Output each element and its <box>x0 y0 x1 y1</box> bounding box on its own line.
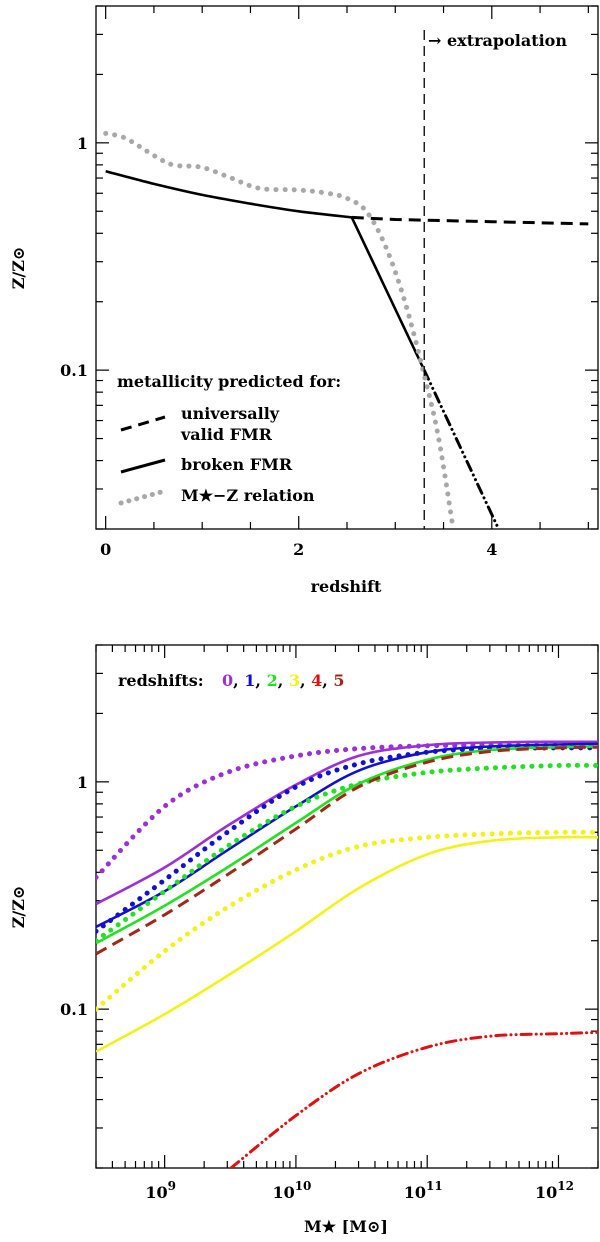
series-z-2-solid <box>96 745 598 945</box>
x-tick-label: 4 <box>486 540 497 559</box>
legend: redshifts: 0, 1, 2, 3, 4, 5 <box>118 671 345 690</box>
legend-title: metallicity predicted for: <box>117 372 341 391</box>
legend-label-mz: M★−Z relation <box>181 486 315 505</box>
x-axis-label: redshift <box>311 577 382 596</box>
series-universally-valid-fmr <box>351 215 589 226</box>
legend-redshift-5: 5 <box>333 671 344 690</box>
series-broken-fmr-extrapolated- <box>422 368 501 529</box>
x-tick-label: 1011 <box>404 1179 443 1202</box>
legend-redshift-0: 0 <box>222 671 233 690</box>
legend-redshift-3: 3 <box>289 671 300 690</box>
redshift-panel: 0.1 1 0 2 4 Z/Z⊙ redshift → extrapolation me… <box>9 5 599 596</box>
series-z-1-solid <box>96 742 598 929</box>
stellar-mass-panel: 0.1 1 109 1010 1011 1012 Z/Z⊙ M★ [M⊙] redshif… <box>9 644 599 1236</box>
legend-swatch-broken <box>120 458 166 474</box>
plot-frame <box>95 5 599 530</box>
series-z-3-solid <box>96 835 598 1053</box>
extrapolation-annotation: → extrapolation <box>428 31 567 50</box>
y-axis-label: Z/Z⊙ <box>9 247 28 290</box>
legend-redshift-1: 1 <box>244 671 255 690</box>
x-axis-label: M★ [M⊙] <box>304 1217 388 1236</box>
series-z-3-dotted <box>96 829 598 1012</box>
series-z-0-solid <box>96 740 598 906</box>
series-z-2-dotted <box>96 762 598 944</box>
series-z-1-dotted <box>96 745 598 934</box>
legend-label-fmr-line1: universally <box>181 404 280 423</box>
x-tick-label: 109 <box>145 1179 176 1202</box>
series-m-z-relation <box>103 130 456 529</box>
y-tick-label: 0.1 <box>60 361 88 380</box>
x-tick-label: 0 <box>100 540 111 559</box>
legend-title: redshifts: <box>118 671 204 690</box>
x-tick-label: 2 <box>293 540 304 559</box>
legend-swatch-fmr <box>120 415 166 432</box>
plot-frame <box>95 644 599 1169</box>
series-z-4 <box>229 1030 598 1168</box>
legend-redshift-4: 4 <box>311 671 322 690</box>
x-tick-label: 1010 <box>272 1179 311 1202</box>
y-tick-label: 0.1 <box>60 1000 88 1019</box>
y-axis-label: Z/Z⊙ <box>9 886 28 929</box>
legend-redshift-list: 0, 1, 2, 3, 4, 5 <box>222 671 345 690</box>
y-tick-label: 1 <box>77 773 88 792</box>
legend-label-broken: broken FMR <box>181 455 293 474</box>
legend: metallicity predicted for: universally v… <box>117 372 341 506</box>
y-tick-label: 1 <box>77 134 88 153</box>
legend-swatch-mz <box>118 488 168 506</box>
series-z-5 <box>96 745 598 956</box>
x-tick-label: 1012 <box>535 1179 574 1202</box>
series-broken-fmr <box>105 169 426 371</box>
legend-redshift-2: 2 <box>267 671 278 690</box>
legend-label-fmr-line2: valid FMR <box>180 425 273 444</box>
